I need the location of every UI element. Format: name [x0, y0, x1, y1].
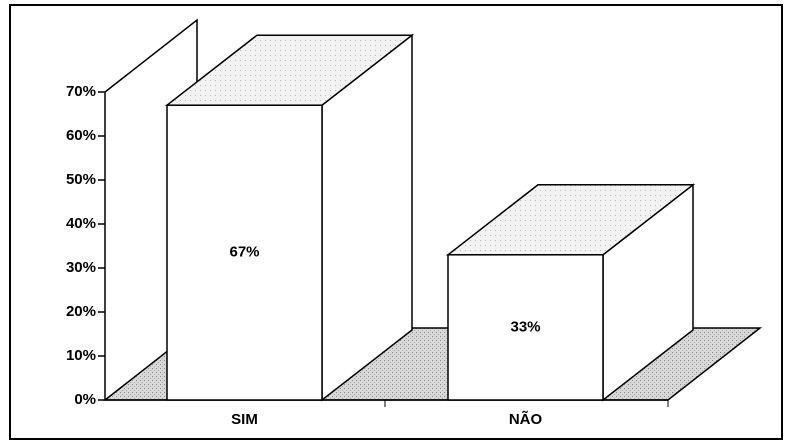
- value-label: 33%: [510, 318, 540, 335]
- y-tick-label: 10%: [66, 347, 96, 364]
- frame: [9, 4, 783, 440]
- y-tick-label: 50%: [66, 171, 96, 188]
- y-tick-label: 30%: [66, 259, 96, 276]
- x-tick-label: NÃO: [509, 410, 543, 428]
- value-label: 67%: [229, 244, 259, 261]
- x-tick-label: SIM: [231, 411, 258, 428]
- bar: [445, 183, 696, 402]
- y-tick-label: 70%: [66, 83, 96, 100]
- bar-front: [166, 104, 323, 401]
- y-tick-label: 0%: [74, 391, 96, 408]
- y-tick-label: 40%: [66, 215, 96, 232]
- y-tick-label: 60%: [66, 127, 96, 144]
- y-tick-label: 20%: [66, 303, 96, 320]
- bar: [164, 33, 415, 402]
- bar-front: [447, 254, 604, 401]
